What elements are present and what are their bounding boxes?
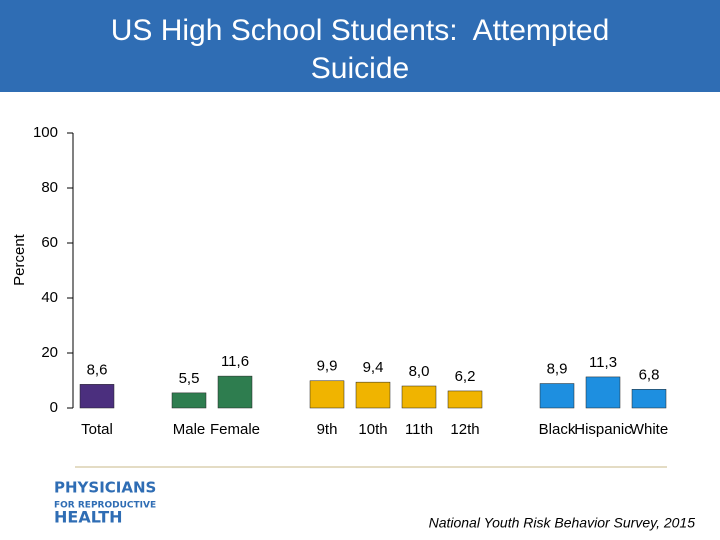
value-label: 9,9 [317, 358, 338, 375]
bar [539, 383, 575, 409]
chart-title: US High School Students: Attempted Suici… [110, 14, 618, 85]
value-label: 6,2 [455, 368, 476, 385]
x-tick-label: Female [210, 421, 260, 438]
x-tick-label: 10th [358, 421, 387, 438]
y-tick-label: 100 [33, 124, 58, 141]
value-label: 5,5 [179, 370, 200, 387]
y-tick-label: 0 [50, 399, 58, 416]
bar [585, 376, 621, 409]
bar [79, 384, 115, 409]
value-label: 8,9 [547, 360, 568, 377]
value-label: 11,3 [589, 354, 617, 371]
bar [171, 392, 207, 409]
x-tick-label: Black [539, 421, 576, 438]
y-tick-label: 60 [41, 234, 58, 251]
value-label: 6,8 [639, 366, 660, 383]
value-label: 8,6 [87, 361, 108, 378]
x-tick-label: Male [173, 421, 206, 438]
value-label: 8,0 [409, 363, 430, 380]
value-label: 11,6 [221, 353, 249, 370]
bar [217, 375, 253, 409]
y-tick-label: 80 [41, 179, 58, 196]
bar [447, 390, 483, 409]
x-tick-label: White [630, 421, 668, 438]
x-tick-label: 9th [317, 421, 338, 438]
bar [355, 381, 391, 409]
value-label: 9,4 [363, 359, 384, 376]
logo-text: FOR REPRODUCTIVE [54, 501, 156, 511]
x-tick-label: Hispanic [574, 421, 632, 438]
logo-text: HEALTH [54, 508, 123, 527]
title-bar [0, 0, 720, 92]
y-axis-label: Percent [11, 233, 28, 286]
y-tick-label: 20 [41, 344, 58, 361]
y-tick-label: 40 [41, 289, 58, 306]
logo-text: PHYSICIANS [54, 479, 156, 497]
bar [309, 380, 345, 409]
bar [631, 389, 667, 409]
x-tick-label: 12th [450, 421, 479, 438]
x-tick-label: 11th [405, 421, 433, 438]
source: National Youth Risk Behavior Survey, 201… [429, 515, 696, 531]
x-tick-label: Total [81, 421, 113, 438]
bar [401, 385, 437, 409]
